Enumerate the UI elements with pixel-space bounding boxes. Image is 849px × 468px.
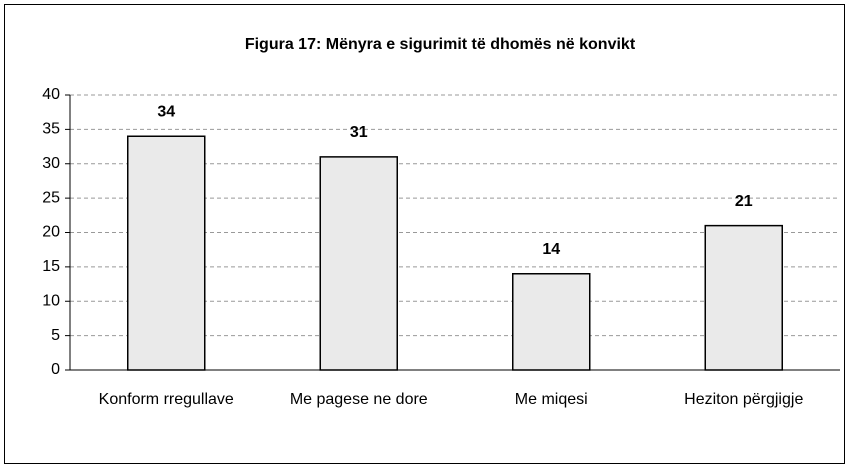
- bar: [512, 273, 591, 371]
- x-tick-label: Heziton përgjigje: [684, 391, 804, 408]
- value-label: 31: [350, 124, 368, 141]
- y-tick-label: 25: [42, 189, 60, 206]
- x-tick-label: Me miqesi: [514, 391, 588, 408]
- bar: [127, 135, 206, 371]
- y-tick-label: 20: [42, 224, 60, 241]
- y-tick-label: 30: [42, 155, 60, 172]
- y-tick-label: 10: [42, 292, 60, 309]
- y-tick-label: 5: [51, 327, 60, 344]
- bar: [319, 156, 398, 371]
- value-label: 34: [157, 103, 175, 120]
- chart-title: Figura 17: Mënyra e sigurimit të dhomës …: [245, 36, 636, 53]
- bar: [704, 224, 783, 371]
- value-label: 14: [542, 241, 560, 258]
- y-tick-label: 35: [42, 121, 60, 138]
- y-tick-label: 15: [42, 258, 60, 275]
- x-tick-label: Konform rregullave: [98, 391, 234, 408]
- x-tick-label: Me pagese ne dore: [289, 391, 428, 408]
- y-tick-label: 40: [42, 86, 60, 103]
- value-label: 21: [735, 193, 753, 210]
- y-tick-label: 0: [51, 361, 60, 378]
